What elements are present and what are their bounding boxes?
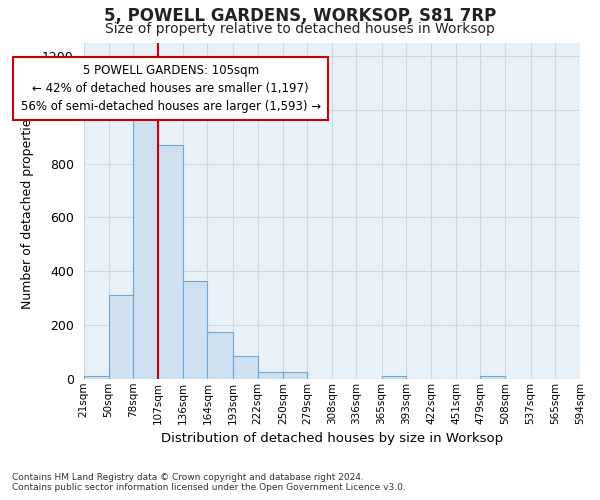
Bar xyxy=(183,280,208,379)
Bar xyxy=(382,376,406,379)
Text: 5 POWELL GARDENS: 105sqm
← 42% of detached houses are smaller (1,197)
56% of sem: 5 POWELL GARDENS: 105sqm ← 42% of detach… xyxy=(20,64,320,113)
Bar xyxy=(133,116,158,379)
Y-axis label: Number of detached properties: Number of detached properties xyxy=(20,112,34,309)
X-axis label: Distribution of detached houses by size in Worksop: Distribution of detached houses by size … xyxy=(161,432,503,445)
Bar xyxy=(109,296,133,379)
Text: Size of property relative to detached houses in Worksop: Size of property relative to detached ho… xyxy=(105,22,495,36)
Text: Contains HM Land Registry data © Crown copyright and database right 2024.
Contai: Contains HM Land Registry data © Crown c… xyxy=(12,473,406,492)
Text: 5, POWELL GARDENS, WORKSOP, S81 7RP: 5, POWELL GARDENS, WORKSOP, S81 7RP xyxy=(104,8,496,26)
Bar xyxy=(233,356,257,379)
Bar xyxy=(208,332,233,379)
Bar xyxy=(83,376,109,379)
Bar xyxy=(257,372,283,379)
Bar xyxy=(283,372,307,379)
Bar xyxy=(481,376,505,379)
Bar xyxy=(158,144,183,379)
